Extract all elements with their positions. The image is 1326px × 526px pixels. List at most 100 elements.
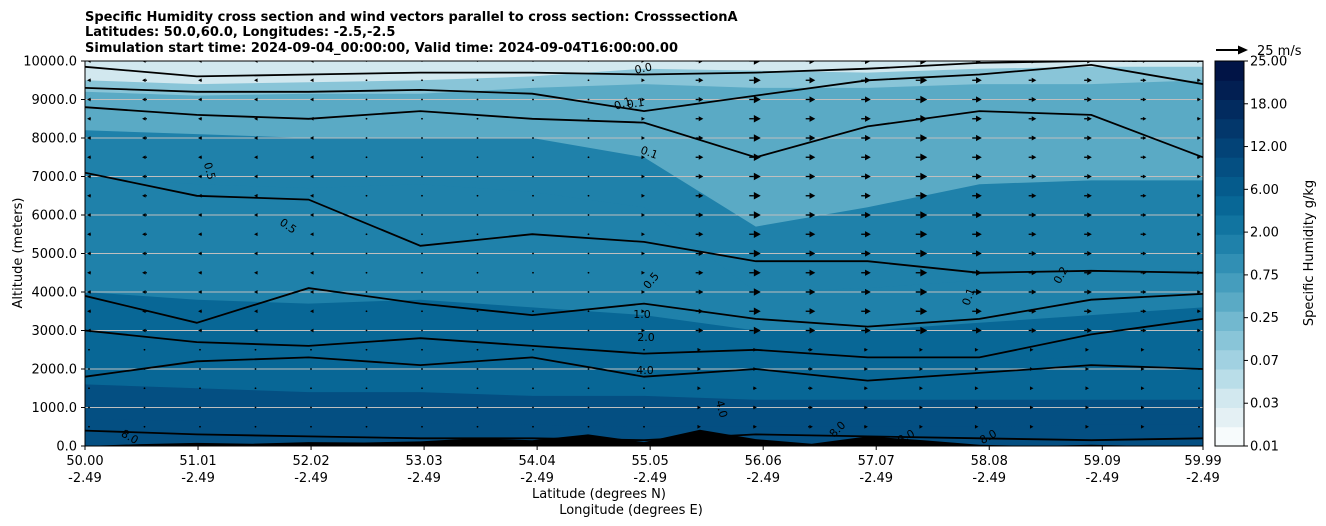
- wind-vector-11-7: [695, 289, 704, 295]
- wind-vector-4-2: [310, 387, 312, 390]
- wind-vector-0-11: [87, 213, 91, 217]
- wind-vector-11-15: [695, 135, 704, 141]
- wind-vector-9-12: [587, 194, 590, 197]
- x-tick-label-lon-10: -2.49: [1186, 471, 1220, 486]
- wind-vector-14-11: [861, 211, 871, 219]
- wind-vector-15-14: [915, 153, 928, 162]
- wind-vector-13-15: [805, 134, 816, 142]
- wind-vector-6-8: [421, 271, 423, 274]
- wind-vector-14-16: [861, 115, 871, 122]
- wind-vector-1-9: [142, 251, 147, 256]
- wind-vector-11-12: [695, 193, 704, 199]
- wind-vector-19-11: [1140, 213, 1147, 217]
- wind-vector-2-3: [199, 368, 201, 370]
- wind-vector-18-12: [1084, 193, 1092, 199]
- wind-vector-5-1: [365, 406, 368, 409]
- wind-vector-5-4: [365, 348, 368, 351]
- wind-vector-7-11: [476, 214, 479, 216]
- wind-vector-8-11: [532, 214, 534, 216]
- wind-vector-10-4: [643, 348, 645, 351]
- wind-vector-6-7: [421, 291, 423, 293]
- contour-line-7: [85, 429, 1203, 442]
- wind-vector-8-1: [532, 406, 534, 409]
- wind-vector-17-19: [1028, 61, 1037, 64]
- wind-vector-1-3: [143, 368, 146, 370]
- colorbar-segment-17: [1215, 99, 1244, 120]
- wind-vector-8-5: [532, 329, 534, 332]
- x-tick-label-lat-7: 57.07: [858, 454, 895, 469]
- colorbar-tick-label-2: 0.07: [1250, 354, 1279, 369]
- wind-vector-3-8: [254, 270, 258, 275]
- wind-vector-12-7: [749, 288, 761, 296]
- wind-vector-6-10: [421, 233, 423, 236]
- y-tick-label-0: 0.0: [56, 440, 77, 455]
- wind-vector-1-0: [143, 425, 146, 428]
- wind-vector-1-15: [142, 136, 147, 140]
- x-tick-label-lat-10: 59.99: [1184, 454, 1221, 469]
- wind-vector-0-12: [87, 193, 91, 198]
- wind-vector-3-12: [254, 193, 258, 198]
- contour-label-8: 2.0: [637, 331, 655, 344]
- wind-vector-1-4: [143, 348, 146, 351]
- wind-vector-20-3: [1198, 368, 1200, 370]
- x-tick-label-lat-6: 56.06: [745, 454, 782, 469]
- wind-vector-1-16: [142, 116, 147, 121]
- wind-vector-7-10: [476, 233, 479, 236]
- y-tick-label-6: 6000.0: [32, 209, 78, 224]
- wind-vector-2-17: [198, 97, 202, 102]
- wind-vector-4-13: [310, 174, 314, 179]
- colorbar-tick-label-3: 0.25: [1250, 311, 1279, 326]
- contour-label-9: 4.0: [636, 364, 654, 377]
- wind-vector-19-0: [1140, 424, 1145, 429]
- wind-vector-9-15: [587, 137, 590, 139]
- wind-vector-13-9: [805, 250, 816, 257]
- x-tick-label-lon-8: -2.49: [972, 471, 1006, 486]
- contour-label-3: 0.1: [639, 144, 660, 162]
- wind-vector-17-6: [1028, 308, 1037, 314]
- wind-vector-1-2: [143, 387, 146, 390]
- wind-vector-20-17: [1197, 97, 1201, 102]
- wind-vector-18-6: [1084, 308, 1092, 314]
- wind-vector-6-14: [421, 156, 423, 159]
- wind-vector-16-17: [972, 96, 982, 103]
- wind-vector-5-8: [365, 271, 368, 274]
- wind-vector-13-16: [805, 115, 816, 122]
- colorbar-segment-18: [1215, 80, 1244, 100]
- wind-vector-2-16: [198, 116, 202, 121]
- wind-vector-17-3: [1029, 367, 1034, 371]
- wind-vector-12-11: [749, 211, 761, 219]
- wind-vector-3-11: [254, 213, 258, 217]
- colorbar-tick-label-1: 0.03: [1250, 397, 1279, 412]
- wind-vector-9-4: [587, 348, 590, 351]
- wind-vector-5-7: [365, 291, 368, 293]
- wind-vector-10-8: [641, 270, 645, 275]
- wind-vector-10-14: [641, 155, 645, 160]
- wind-vector-1-1: [143, 406, 146, 409]
- wind-vector-7-2: [476, 387, 479, 390]
- wind-vector-12-13: [749, 172, 761, 181]
- wind-vector-4-17: [310, 97, 314, 102]
- wind-vector-14-15: [861, 134, 871, 142]
- wind-vector-13-19: [805, 61, 816, 65]
- wind-vector-18-10: [1084, 231, 1092, 237]
- wind-vector-10-7: [641, 290, 645, 294]
- wind-vector-13-10: [805, 231, 816, 238]
- wind-vector-12-4: [753, 347, 757, 352]
- wind-vector-15-12: [915, 191, 928, 200]
- colorbar-tick-label-9: 25.00: [1250, 55, 1287, 70]
- wind-vector-13-4: [808, 347, 813, 352]
- wind-vector-5-3: [365, 368, 368, 370]
- wind-vector-15-19: [915, 61, 928, 65]
- y-tick-label-3: 3000.0: [32, 324, 78, 339]
- wind-vector-1-14: [142, 155, 147, 160]
- wind-vector-3-6: [254, 309, 258, 314]
- wind-vector-1-11: [142, 213, 147, 217]
- wind-vector-2-0: [199, 425, 201, 428]
- wind-vector-2-15: [198, 136, 202, 140]
- wind-vector-19-7: [1140, 290, 1147, 294]
- wind-vector-15-9: [915, 249, 928, 258]
- wind-vector-8-2: [532, 387, 534, 390]
- wind-vector-15-8: [915, 268, 928, 277]
- wind-vector-9-3: [587, 368, 590, 370]
- wind-vector-6-9: [421, 252, 423, 255]
